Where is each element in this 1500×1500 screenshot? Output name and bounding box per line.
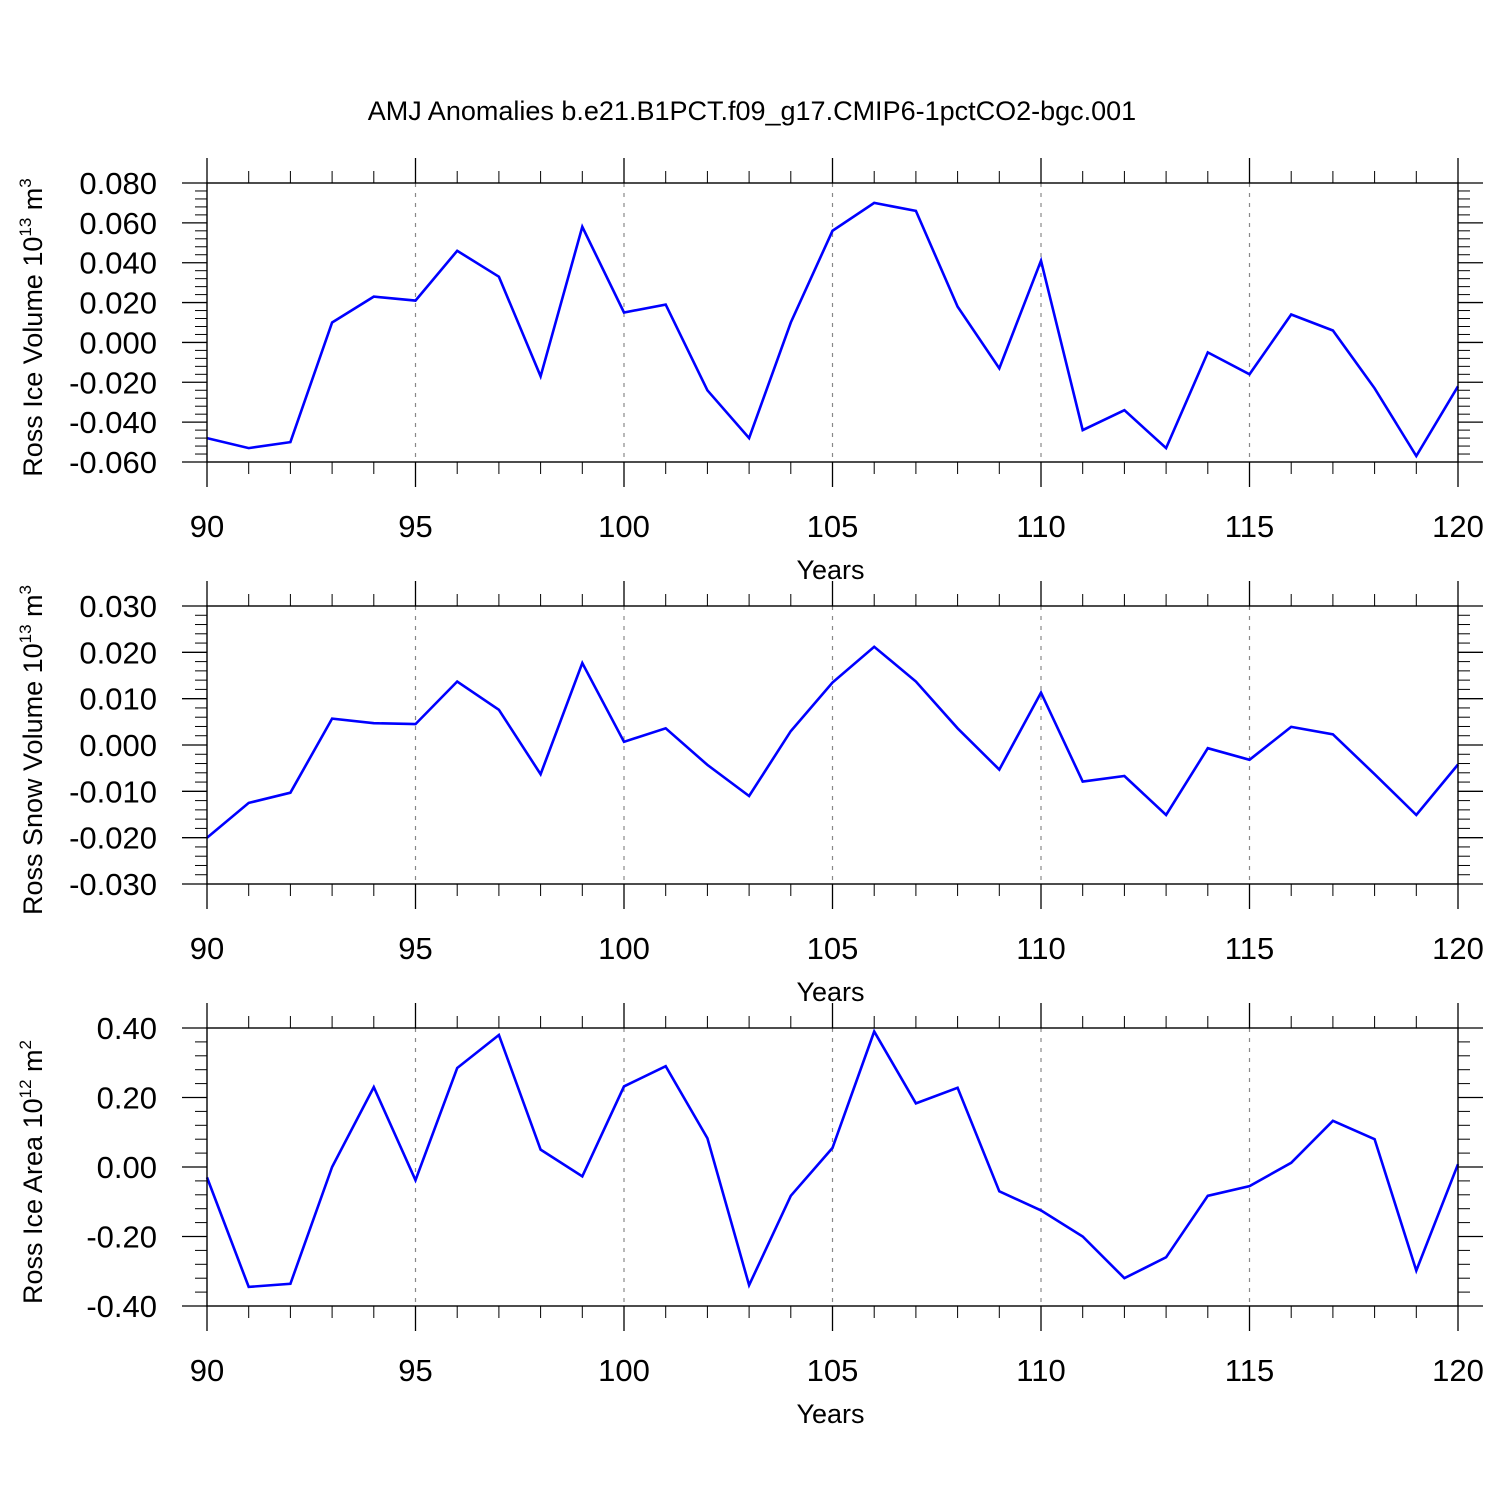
y-axis-title-superscript: 2 xyxy=(16,1040,35,1049)
y-tick-label: 0.060 xyxy=(79,206,157,241)
y-axis-title-text: Ross Snow Volume 10 xyxy=(18,643,48,915)
y-tick-label: 0.020 xyxy=(79,286,157,321)
y-tick-label: 0.030 xyxy=(79,589,157,624)
figure-title: AMJ Anomalies b.e21.B1PCT.f09_g17.CMIP6-… xyxy=(368,96,1136,126)
y-axis-title-text: Ross Ice Volume 10 xyxy=(18,237,48,477)
x-tick-label: 120 xyxy=(1432,509,1484,544)
x-tick-label: 120 xyxy=(1432,931,1484,966)
y-axis-title-superscript: 12 xyxy=(16,1079,35,1098)
plot-frame xyxy=(206,605,1459,885)
x-tick-label: 110 xyxy=(1016,931,1065,966)
y-tick-label: -0.040 xyxy=(69,405,157,440)
x-tick-label: 115 xyxy=(1225,509,1274,544)
y-axis-title-text: Ross Ice Area 10 xyxy=(18,1098,48,1304)
y-tick-label: 0.000 xyxy=(79,325,157,360)
y-axis-title: Ross Snow Volume 1013 m3 xyxy=(16,585,48,915)
x-axis-title: Years xyxy=(796,1399,864,1429)
y-tick-label: -0.020 xyxy=(69,365,157,400)
series-line xyxy=(206,201,1460,459)
y-tick-label: 0.080 xyxy=(79,166,157,201)
x-tick-label: 90 xyxy=(190,1353,224,1388)
y-axis-title-text: m xyxy=(18,1049,48,1079)
x-tick-label: 110 xyxy=(1016,1353,1065,1388)
x-tick-label: 100 xyxy=(598,1353,650,1388)
y-axis-title-text: m xyxy=(18,188,48,218)
x-tick-label: 95 xyxy=(398,1353,432,1388)
y-axis-title: Ross Ice Area 1012 m2 xyxy=(16,1040,48,1304)
y-tick-label: 0.00 xyxy=(97,1150,157,1185)
y-tick-label: 0.20 xyxy=(97,1081,157,1116)
x-tick-label: 105 xyxy=(807,509,859,544)
y-axis-title-superscript: 3 xyxy=(16,178,35,187)
chart-panel-2: 90 95 100 105 110 115 120 -0.030 -0.020 -0.010 0.0… xyxy=(16,581,1484,1007)
x-tick-label: 120 xyxy=(1432,1353,1484,1388)
chart-panel-1: 90 95 100 105 110 115 120 -0.060 -0.040 -0.020 0.0… xyxy=(16,158,1484,585)
y-axis-title-superscript: 13 xyxy=(16,218,35,237)
y-tick-label: 0.020 xyxy=(79,635,157,670)
series-line xyxy=(205,1028,1460,1289)
y-axis-title-superscript: 13 xyxy=(16,624,35,643)
plot-frame xyxy=(206,1027,1459,1307)
y-tick-label: 0.010 xyxy=(79,682,157,717)
y-tick-label: 0.040 xyxy=(79,246,157,281)
y-tick-label: 0.000 xyxy=(79,728,157,763)
x-tick-label: 110 xyxy=(1016,509,1065,544)
y-axis-title: Ross Ice Volume 1013 m3 xyxy=(16,178,48,477)
x-axis-title: Years xyxy=(796,555,864,585)
plot-frame xyxy=(206,182,1459,463)
x-tick-label: 105 xyxy=(807,931,859,966)
x-tick-label: 115 xyxy=(1225,1353,1274,1388)
y-tick-label: -0.020 xyxy=(69,821,157,856)
series-line xyxy=(206,645,1460,839)
x-tick-label: 90 xyxy=(190,509,224,544)
panels-container: 90 95 100 105 110 115 120 -0.060 -0.040 -0.020 0.0… xyxy=(16,158,1484,1429)
x-tick-label: 90 xyxy=(190,931,224,966)
y-tick-label: -0.010 xyxy=(69,774,157,809)
y-tick-label: -0.20 xyxy=(86,1220,157,1255)
x-tick-label: 100 xyxy=(598,509,650,544)
y-tick-label: 0.40 xyxy=(97,1011,157,1046)
x-axis-title: Years xyxy=(796,977,864,1007)
y-axis-title-superscript: 3 xyxy=(16,585,35,594)
x-tick-label: 95 xyxy=(398,931,432,966)
chart-panel-3: 90 95 100 105 110 115 120 -0.40 -0.20 0.00 0.20 0.4… xyxy=(16,1003,1484,1429)
x-tick-label: 100 xyxy=(598,931,650,966)
y-tick-label: -0.40 xyxy=(86,1289,157,1324)
y-tick-label: -0.030 xyxy=(69,867,157,902)
x-tick-label: 105 xyxy=(807,1353,859,1388)
x-tick-label: 115 xyxy=(1225,931,1274,966)
x-tick-label: 95 xyxy=(398,509,432,544)
y-tick-label: -0.060 xyxy=(69,445,157,480)
y-axis-title-text: m xyxy=(18,594,48,624)
